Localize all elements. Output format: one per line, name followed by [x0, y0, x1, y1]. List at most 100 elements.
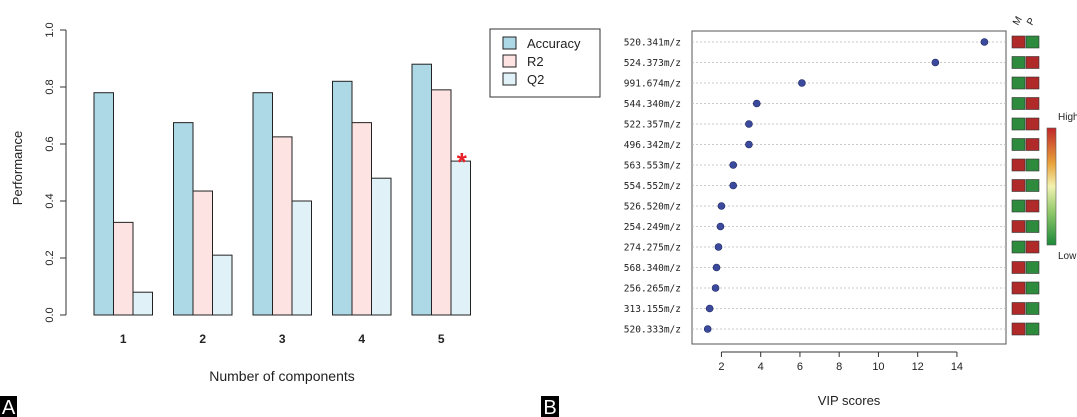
b-colorbar	[1046, 127, 1057, 246]
a-y-tick-label: 0.4	[44, 193, 56, 208]
b-heatmap-cell	[1025, 261, 1040, 274]
b-x-axis-label: VIP scores	[818, 393, 881, 408]
b-feature-label: 520.333m/z	[624, 325, 681, 336]
b-heatmap-cell	[1011, 97, 1026, 110]
b-vip-point	[745, 140, 753, 149]
a-legend-swatch	[502, 36, 517, 50]
b-feature-label: 563.553m/z	[624, 161, 681, 172]
a-y-tick-label: 0.6	[44, 136, 56, 151]
b-x-tick-label: 8	[836, 361, 842, 373]
b-vip-point	[980, 38, 989, 46]
b-vip-point	[798, 79, 806, 87]
b-vip-point	[745, 120, 753, 128]
a-x-tick-label: 4	[358, 332, 365, 346]
b-heatmap-cell	[1025, 97, 1040, 110]
a-bar-accuracy-5	[411, 63, 432, 316]
b-feature-label: 522.357m/z	[624, 120, 681, 131]
panel-b-vip-plot: 520.341m/z 524.373m/z 991.674m/z 544.340m/z…	[541, 15, 1077, 417]
b-heatmap-cell	[1025, 302, 1040, 315]
a-significance-star: *	[457, 147, 468, 177]
a-panel-letter-box	[0, 396, 17, 417]
a-x-tick-label: 2	[199, 332, 206, 346]
b-heatmap-cell	[1011, 179, 1026, 192]
b-feature-label: 544.340m/z	[624, 99, 681, 110]
a-y-axis-label: Performance	[10, 131, 25, 205]
b-vip-point	[931, 58, 940, 67]
b-heatmap-column-label: P	[1025, 16, 1038, 28]
b-heatmap-cell	[1011, 199, 1026, 213]
a-bar-q2-5	[450, 160, 471, 316]
b-heatmap	[1011, 35, 1040, 336]
b-feature-label: 554.552m/z	[624, 181, 681, 192]
b-heatmap-cell	[1025, 281, 1040, 295]
b-heatmap-cell	[1025, 117, 1040, 131]
b-x-tick-label: 2	[718, 361, 724, 373]
a-legend-label: Accuracy	[527, 36, 581, 51]
b-heatmap-column-label: M	[1011, 15, 1025, 28]
b-vip-point	[752, 99, 761, 108]
a-y-tick-label: 1.0	[44, 22, 56, 37]
b-heatmap-cell	[1011, 76, 1026, 90]
a-legend-swatch	[502, 54, 517, 68]
a-bar-q2-1	[132, 291, 153, 316]
a-x-tick-labels: 1 2 3 4 5	[120, 332, 445, 346]
b-heatmap-cell	[1025, 76, 1040, 90]
a-y-axis	[60, 29, 67, 316]
a-bar-q2-4	[371, 177, 392, 316]
b-heatmap-cell	[1011, 322, 1026, 336]
b-feature-label: 254.249m/z	[624, 222, 681, 233]
b-heatmap-cell	[1011, 117, 1026, 131]
b-heatmap-cell	[1025, 56, 1040, 69]
a-x-tick-label: 5	[438, 332, 445, 346]
a-x-tick-label: 1	[120, 332, 127, 346]
b-heatmap-cell	[1011, 261, 1026, 274]
b-feature-label: 313.155m/z	[624, 304, 681, 315]
b-heatmap-cell	[1011, 35, 1026, 49]
b-feature-label: 524.373m/z	[624, 58, 681, 69]
panel-a-bar-chart: 0.0 0.2 0.4 0.6 0.8 1.0 1 2 3 4 5 Performance Num…	[0, 22, 601, 417]
b-heatmap-cell	[1011, 56, 1026, 69]
a-y-tick-label: 0.8	[44, 79, 56, 94]
b-x-tick-label: 4	[758, 361, 764, 373]
a-y-tick-labels: 0.0 0.2 0.4 0.6 0.8 1.0	[44, 22, 56, 322]
b-plot-frame	[691, 30, 1007, 345]
b-vip-point	[705, 304, 714, 313]
b-panel-letter: B	[543, 397, 556, 417]
b-heatmap-cell	[1011, 240, 1026, 254]
b-vip-point	[703, 325, 712, 333]
b-gridlines	[692, 41, 1006, 330]
a-bar-accuracy-3	[252, 92, 273, 316]
b-feature-label: 520.341m/z	[624, 38, 681, 49]
b-x-tick-label: 14	[951, 361, 963, 373]
a-legend-box	[489, 28, 601, 98]
b-heatmap-cell	[1025, 138, 1040, 151]
b-feature-labels: 520.341m/z 524.373m/z 991.674m/z 544.340m/z…	[624, 38, 681, 336]
b-feature-label: 991.674m/z	[624, 79, 681, 90]
a-bar-r2-1	[113, 221, 134, 316]
a-bar-r2-3	[272, 136, 293, 316]
b-vip-point	[714, 243, 723, 251]
b-colorbar-gradient	[1046, 127, 1057, 246]
b-colorbar-high-label: High	[1058, 112, 1077, 123]
a-bar-r2-2	[192, 190, 213, 316]
b-heatmap-cell	[1011, 138, 1026, 151]
b-vip-point	[729, 161, 738, 169]
b-panel-letter-box	[541, 396, 559, 417]
b-feature-label: 274.275m/z	[624, 243, 681, 254]
a-bar-q2-2	[212, 254, 233, 316]
a-legend-swatch	[502, 72, 517, 86]
b-heatmap-cell	[1025, 179, 1040, 192]
b-heatmap-cell	[1025, 220, 1040, 233]
a-bars	[93, 63, 471, 316]
b-x-axis: 2 4 6 8 10 12 14	[718, 351, 963, 373]
b-vip-point	[716, 222, 725, 231]
b-x-tick-label: 6	[797, 361, 803, 373]
b-feature-label: 496.342m/z	[624, 140, 681, 151]
b-x-tick-label: 10	[872, 361, 884, 373]
b-vip-point	[711, 284, 720, 292]
a-x-axis-label: Number of components	[209, 368, 355, 384]
b-feature-label: 526.520m/z	[624, 202, 681, 213]
b-heatmap-cell	[1025, 158, 1040, 172]
b-heatmap-cell	[1025, 240, 1040, 254]
